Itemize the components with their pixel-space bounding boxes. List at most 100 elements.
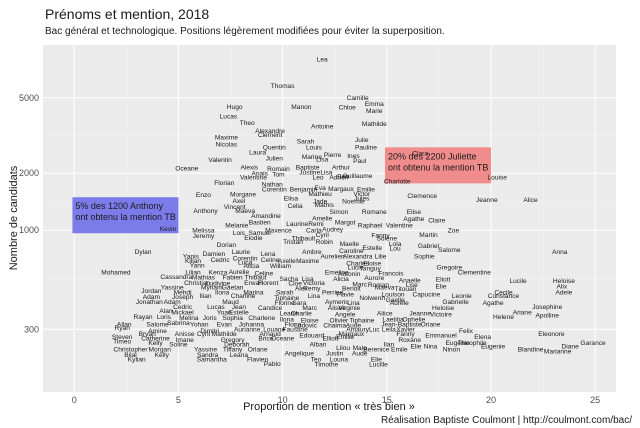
name-label: Marc [302, 305, 317, 312]
name-label: Sara [292, 300, 306, 307]
name-label: Aurianne [234, 327, 261, 334]
name-label: Myriam [201, 285, 223, 292]
name-label: Lola [389, 241, 402, 248]
annotation-box [384, 147, 491, 184]
name-label: Vincent [224, 204, 246, 211]
name-label: Ambre [302, 249, 322, 256]
name-label: Alan [159, 308, 173, 315]
name-label: Aurelien [321, 253, 346, 260]
name-label: Kilian [185, 258, 201, 265]
name-label: Gabriel [418, 243, 440, 250]
name-label: Flavie [336, 291, 354, 298]
name-label: Nicolas [216, 141, 238, 148]
name-label: Leo [313, 175, 324, 182]
name-label: Alice [523, 197, 538, 204]
name-label: Jean-Baptiste [381, 321, 422, 328]
name-label: Bilal [124, 352, 137, 359]
y-tick-label: 5000 [19, 93, 39, 103]
name-label: Louna [330, 357, 349, 364]
x-tick-label: 25 [590, 395, 600, 405]
name-label: Clementine [458, 270, 492, 277]
name-label: Maelle [340, 241, 360, 248]
y-axis-label: Nombre de candidats [8, 165, 20, 270]
name-label: Lilie [375, 253, 387, 260]
name-label: Mickael [171, 309, 194, 316]
name-label: Alex [295, 285, 309, 292]
name-label: Olivier [330, 318, 349, 325]
name-label: Dylan [135, 249, 152, 256]
name-label: Julie [355, 137, 369, 144]
name-label: Capucine [412, 291, 440, 298]
name-label: Johanna [239, 321, 265, 328]
x-axis-label: Proportion de mention « très bien » [243, 401, 415, 413]
name-label: Cecile [494, 290, 513, 297]
name-label: Benjamin [290, 186, 318, 193]
name-label: Jean [232, 304, 247, 311]
name-label: Ilian [199, 293, 211, 300]
name-label: Florian [214, 180, 234, 187]
name-label: Joris [203, 315, 218, 322]
name-label: Kelly [148, 340, 163, 347]
name-label: Laurine [286, 221, 308, 228]
name-label: Raphael [358, 223, 383, 230]
name-label: Remi [308, 221, 324, 228]
name-label: Lucas [207, 304, 225, 311]
name-label: Elie [410, 343, 421, 350]
name-label: Louane [263, 327, 285, 334]
name-label: Eugenie [481, 343, 506, 350]
name-label: Lena [261, 251, 276, 258]
name-label: Louise [488, 175, 508, 182]
name-label: Aurore [364, 275, 384, 282]
name-label: Sandra [197, 352, 219, 359]
name-label: Lilian [185, 270, 201, 277]
name-label: Marina [243, 290, 263, 297]
name-label: Roxane [398, 337, 421, 344]
name-label: Louis [306, 144, 322, 151]
name-label: Eleonore [538, 331, 565, 338]
name-label: Gregoire [436, 264, 462, 271]
name-label: Eugenie [446, 340, 471, 347]
name-label: Celia [288, 203, 303, 210]
name-label: Mehdi [174, 290, 192, 297]
x-tick-label: 5 [176, 395, 181, 405]
name-label: Candice [258, 305, 283, 312]
name-label: Adrien [329, 175, 348, 182]
name-label: Maxime [215, 134, 238, 141]
chart-title: Prénoms et mention, 2018 [45, 6, 209, 22]
name-label: Elise [407, 209, 422, 216]
name-label: Sabrina [167, 320, 190, 327]
name-label: Perrine [322, 290, 344, 297]
name-label: Sarah [276, 290, 294, 297]
name-label: Axel [232, 198, 245, 205]
name-label: Emile [391, 347, 408, 354]
name-label: Clement [258, 132, 283, 139]
name-label: Anaelle [399, 277, 421, 284]
name-label: Valentine [240, 175, 267, 182]
name-label: Joseph [172, 294, 194, 301]
name-label: Estelle [362, 245, 382, 252]
name-label: Edouard [299, 332, 324, 339]
name-label: Mathias [192, 275, 216, 282]
name-label: Alexandre [255, 128, 285, 135]
name-label: Justine [299, 170, 320, 177]
name-label: Cyril [197, 331, 211, 338]
name-label: Tristan [283, 239, 303, 246]
name-label: Rayan [133, 314, 152, 321]
name-label: Elodie [244, 235, 263, 242]
name-label: Arnaud [259, 331, 281, 338]
name-label: Malo [353, 345, 368, 352]
name-label: Antoine [311, 123, 334, 130]
name-label: Ludivine [206, 281, 231, 288]
name-label: Florine [275, 300, 295, 307]
name-label: Cedric [173, 304, 193, 311]
name-label: Robin [316, 239, 334, 246]
name-label: Emeline [325, 270, 349, 277]
name-label: Aurelie [229, 269, 250, 276]
annotation-text: ont obtenu la mention TB [388, 162, 488, 172]
name-label: Yassine [194, 347, 217, 354]
name-label: Kevin [160, 226, 177, 233]
name-label: Gaelle [386, 297, 405, 304]
name-label: Hugo [227, 104, 243, 111]
name-label: Teo [311, 357, 322, 364]
